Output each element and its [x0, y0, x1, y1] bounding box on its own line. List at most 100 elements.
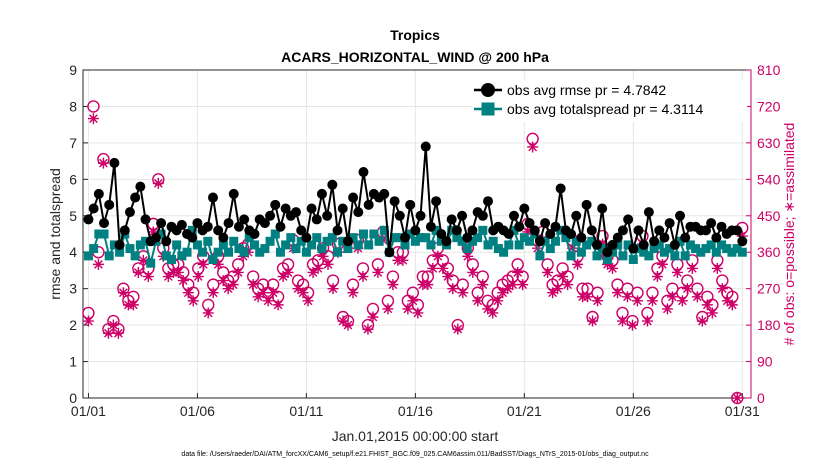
obs-assimilated-point	[112, 327, 124, 339]
totalspread-point	[281, 240, 291, 250]
rmse-point	[586, 225, 597, 236]
totalspread-point	[213, 247, 223, 257]
totalspread-point	[146, 258, 156, 268]
totalspread-point	[379, 225, 389, 235]
totalspread-point	[447, 225, 457, 235]
obs-assimilated-point	[711, 262, 723, 274]
totalspread-point	[135, 240, 145, 250]
totalspread-point	[400, 240, 410, 250]
chart-subtitle: ACARS_HORIZONTAL_WIND @ 200 hPa	[281, 49, 549, 65]
obs-assimilated-point	[681, 283, 693, 295]
obs-assimilated-point	[197, 258, 209, 270]
left-tick-label: 4	[69, 244, 77, 260]
rmse-point	[597, 203, 608, 214]
totalspread-point	[265, 236, 275, 246]
obs-assimilated-point	[572, 258, 584, 270]
totalspread-point	[364, 240, 374, 250]
x-tick-label: 01/01	[71, 403, 106, 419]
obs-assimilated-point	[706, 307, 718, 319]
totalspread-point	[587, 236, 597, 246]
rmse-point	[451, 225, 462, 236]
totalspread-point	[327, 233, 337, 243]
obs-assimilated-point	[442, 271, 454, 283]
rmse-point	[425, 221, 436, 232]
rmse-point	[503, 229, 514, 239]
right-tick-label: 0	[757, 390, 765, 406]
totalspread-point	[452, 233, 462, 243]
rmse-point	[130, 192, 141, 203]
rmse-point	[140, 214, 151, 225]
obs-assimilated-point	[587, 315, 599, 327]
obs-assimilated-point	[661, 303, 673, 315]
totalspread-point	[727, 247, 737, 257]
totalspread-point	[519, 233, 529, 243]
obs-assimilated-point	[701, 299, 713, 311]
obs-assimilated-point	[232, 266, 244, 278]
obs-assimilated-point	[282, 266, 294, 278]
totalspread-point	[343, 244, 353, 254]
rmse-point	[680, 232, 691, 243]
left-tick-label: 2	[69, 317, 77, 333]
obs-assimilated-point	[177, 275, 189, 287]
obs-assimilated-point	[302, 295, 314, 307]
obs-assimilated-point	[272, 299, 284, 311]
rmse-point	[519, 203, 530, 214]
obs-assimilated-point	[482, 303, 494, 315]
obs-assimilated-point	[142, 271, 154, 283]
totalspread-point	[556, 225, 566, 235]
totalspread-point	[239, 247, 249, 257]
totalspread-point	[410, 236, 420, 246]
obs-assimilated-point	[92, 258, 104, 270]
obs-assimilated-point	[716, 283, 728, 295]
right-axis-label: # of obs: o=possible; ∗=assimilated	[781, 123, 797, 346]
totalspread-point	[711, 247, 721, 257]
totalspread-point	[467, 236, 477, 246]
totalspread-point	[244, 233, 254, 243]
rmse-point	[337, 203, 348, 214]
rmse-point	[249, 229, 260, 239]
rmse-point	[628, 243, 639, 254]
rmse-point	[296, 225, 307, 236]
obs-assimilated-point	[137, 254, 149, 266]
totalspread-point	[177, 251, 187, 261]
obs-assimilated-point	[457, 287, 469, 299]
obs-assimilated-point	[547, 287, 559, 299]
totalspread-point	[208, 255, 218, 265]
right-tick-label: 810	[757, 62, 781, 78]
totalspread-point	[374, 236, 384, 246]
rmse-point	[270, 199, 281, 210]
rmse-point	[265, 210, 276, 221]
obs-assimilated-point	[477, 279, 489, 291]
rmse-point	[659, 232, 670, 243]
totalspread-point	[665, 244, 675, 254]
rmse-point	[529, 225, 540, 236]
totalspread-point	[109, 240, 119, 250]
rmse-point	[322, 210, 333, 221]
obs-assimilated-point	[202, 307, 214, 319]
obs-assimilated-point	[107, 319, 119, 331]
totalspread-point	[436, 236, 446, 246]
totalspread-point	[125, 244, 135, 254]
rmse-point	[119, 225, 130, 236]
obs-assimilated-point	[487, 307, 499, 319]
rmse-point	[83, 214, 94, 225]
obs-assimilated-point	[292, 283, 304, 295]
totalspread-point	[275, 247, 285, 257]
obs-assimilated-point	[452, 323, 464, 335]
legend: obs avg rmse pr = 4.7842 obs avg totalsp…	[472, 80, 747, 122]
rmse-point	[700, 225, 711, 236]
rmse-point	[233, 221, 244, 232]
obs-assimilated-point	[621, 291, 633, 303]
obs-assimilated-point	[262, 295, 274, 307]
rmse-point	[275, 221, 286, 232]
obs-assimilated-point	[616, 315, 628, 327]
totalspread-point	[732, 244, 742, 254]
right-tick-label: 630	[757, 135, 781, 151]
totalspread-point	[416, 233, 426, 243]
rmse-point	[104, 199, 115, 210]
obs-assimilated-point	[382, 303, 394, 315]
totalspread-point	[509, 225, 519, 235]
rmse-point	[711, 232, 722, 243]
obs-assimilated-point	[721, 295, 733, 307]
obs-assimilated-point	[347, 287, 359, 299]
